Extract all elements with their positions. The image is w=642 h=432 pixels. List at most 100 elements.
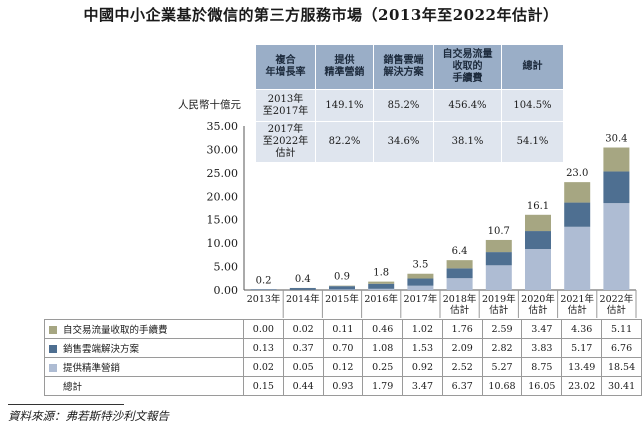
data-table-cell: 3.47: [521, 319, 563, 339]
data-table-row: 自交易流量收取的手續費 0.00 0.02 0.11 0.46 1.02 1.76 2.59 3…: [44, 319, 642, 339]
x-tick-label: 估計: [528, 304, 548, 316]
bar-total-label: 30.4: [605, 134, 627, 145]
data-table-cell: 0.44: [282, 376, 324, 396]
x-tick-label: 2019年: [482, 293, 516, 305]
cagr-cell: 54.1%: [501, 121, 564, 163]
data-table-cell: 2.59: [481, 319, 523, 339]
cagr-cell: 456.4%: [433, 89, 502, 122]
x-tick-label: 估計: [607, 304, 627, 316]
bar-segment-precision_marketing: [329, 289, 355, 290]
bar-segment-transaction: [329, 285, 355, 287]
y-tick-label: 25.00: [207, 167, 239, 180]
bar-segment-precision_marketing: [525, 249, 551, 290]
x-tick-label: 2020年: [521, 293, 555, 305]
data-table-cell: 5.17: [561, 338, 603, 358]
bar-segment-precision_marketing: [446, 278, 473, 290]
x-tick-label: 2017年: [404, 293, 438, 305]
bar-total-label: 0.4: [295, 274, 311, 285]
data-table-cell: 0.13: [243, 338, 284, 358]
y-axis-unit-label: 人民幣十億元: [178, 99, 241, 111]
data-table-row-label: 總計: [44, 376, 244, 396]
data-table-cell: 0.70: [322, 338, 364, 358]
x-tick-label: 2016年: [364, 293, 398, 305]
bar-segment-marketing_solution: [603, 171, 630, 204]
data-table-cell: 0.15: [243, 376, 284, 396]
legend-swatch: [49, 326, 57, 334]
data-table-row: 總計 0.15 0.44 0.93 1.79 3.47 6.37 10.68 16.05 23.0…: [44, 376, 642, 396]
data-table-cell: 0.92: [402, 357, 443, 377]
x-tick-label: 估計: [489, 304, 509, 316]
x-tick-label: 2014年: [286, 293, 320, 305]
data-table-cell: 8.75: [521, 357, 563, 377]
y-tick-label: 10.00: [207, 237, 239, 250]
data-table-cell: 1.76: [441, 319, 483, 339]
y-tick-label: 30.00: [207, 143, 239, 156]
bar-segment-precision_marketing: [564, 226, 591, 290]
bar-segment-transaction: [368, 281, 395, 284]
cagr-cell: 38.1%: [433, 121, 502, 163]
data-table-cell: 10.68: [481, 376, 523, 396]
bar-total-label: 23.0: [566, 168, 588, 179]
stacked-bar-chart: 35.00 30.00 25.00 20.00 15.00 10.00 5.00 0.00 0.…: [207, 120, 637, 318]
data-table-cell: 3.47: [402, 376, 443, 396]
x-tick-label: 估計: [568, 304, 588, 316]
data-table-cell: 5.27: [481, 357, 523, 377]
bar-segment-precision_marketing: [407, 285, 434, 290]
data-table-row-label: 提供精準營銷: [44, 357, 244, 377]
cagr-cell: 34.6%: [373, 121, 434, 163]
data-table-cell: 2.82: [481, 338, 523, 358]
y-tick-label: 35.00: [207, 120, 239, 133]
legend-swatch: [49, 345, 57, 353]
series-name: 銷售雲端解決方案: [63, 344, 140, 355]
data-table-cell: 30.41: [601, 376, 642, 396]
x-tick-label: 2013年: [247, 293, 281, 305]
cagr-cell: 104.5%: [501, 89, 564, 122]
data-table-cell: 2.09: [441, 338, 483, 358]
cagr-table: 複合 年增長率 提供 精準營銷 銷售雲端 解決方案 自交易流量 收取的 手續費 …: [255, 44, 564, 163]
cagr-header-transaction: 自交易流量 收取的 手續費: [433, 44, 502, 90]
data-table-cell: 0.00: [243, 319, 284, 339]
cagr-header-cloud: 銷售雲端 解決方案: [373, 44, 434, 90]
data-table-row: 銷售雲端解決方案 0.13 0.37 0.70 1.08 1.53 2.09 2.82 3.83…: [44, 338, 642, 358]
data-table-row: 提供精準營銷 0.02 0.05 0.12 0.25 0.92 2.52 5.27 8.75 13…: [44, 357, 642, 377]
data-table-cell: 1.08: [362, 338, 404, 358]
y-tick-label: 0.00: [214, 284, 239, 297]
bar-segment-transaction: [446, 260, 473, 269]
legend-swatch: [49, 364, 57, 372]
data-table-row-label: 銷售雲端解決方案: [44, 338, 244, 358]
bar-segment-marketing_solution: [329, 286, 355, 290]
bar-segment-marketing_solution: [446, 268, 473, 279]
bar-total-label: 0.9: [334, 272, 350, 283]
cagr-row-label: 2017年 至2022年 估計: [255, 121, 316, 163]
bar-total-label: 16.1: [527, 201, 549, 212]
y-tick-label: 5.00: [214, 261, 239, 274]
data-table-cell: 0.12: [322, 357, 364, 377]
x-tick-label: 估計: [450, 304, 470, 316]
bar-segment-marketing_solution: [485, 252, 512, 266]
series-name: 提供精準營銷: [63, 363, 121, 374]
bar-segment-precision_marketing: [368, 288, 395, 290]
bar-segment-marketing_solution: [525, 231, 551, 249]
data-table-cell: 5.11: [601, 319, 642, 339]
data-table: 自交易流量收取的手續費 0.00 0.02 0.11 0.46 1.02 1.76 2.59 3…: [44, 319, 642, 396]
source-note: 資料來源：弗若斯特沙利文報告: [8, 409, 169, 423]
source-rule: [8, 404, 124, 405]
bar-segment-marketing_solution: [250, 289, 277, 290]
bar-total-label: 1.8: [373, 268, 389, 279]
bar-segment-precision_marketing: [485, 265, 512, 290]
data-table-cell: 23.02: [561, 376, 603, 396]
data-table-cell: 1.79: [362, 376, 404, 396]
cagr-cell: 85.2%: [373, 89, 434, 122]
x-tick-label: 2021年: [560, 293, 594, 305]
data-table-cell: 16.05: [521, 376, 563, 396]
data-table-cell: 0.37: [282, 338, 324, 358]
bar-segment-transaction: [564, 182, 591, 203]
bar-segment-transaction: [407, 273, 434, 279]
data-table-cell: 1.02: [402, 319, 443, 339]
data-table-cell: 0.02: [282, 319, 324, 339]
bar-segment-marketing_solution: [407, 278, 434, 286]
cagr-row-label: 2013年 至2017年: [255, 89, 316, 122]
data-table-cell: 0.11: [322, 319, 364, 339]
bar-total-label: 10.7: [488, 226, 510, 237]
bar-segment-transaction: [485, 239, 512, 253]
